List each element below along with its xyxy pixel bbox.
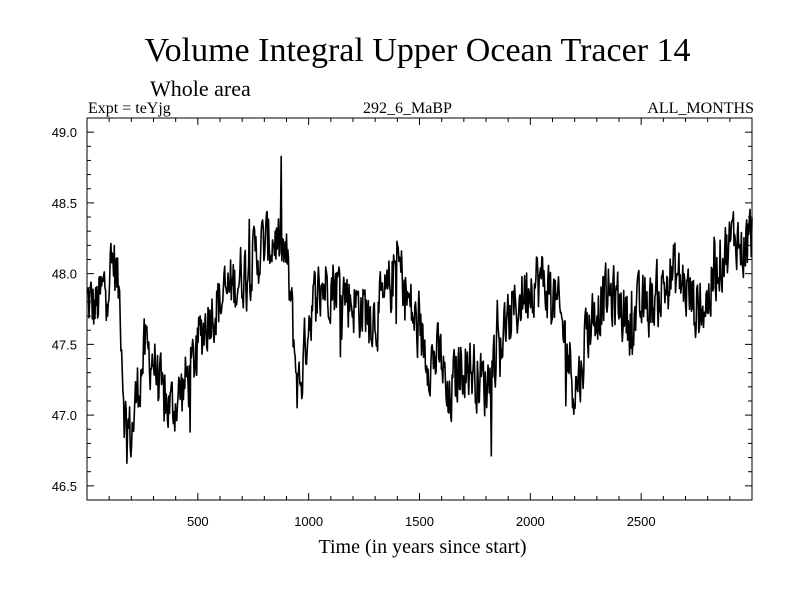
x-axis-label: Time (in years since start) <box>318 536 527 558</box>
chart-title: Volume Integral Upper Ocean Tracer 14 <box>144 32 691 69</box>
y-tick-label: 49.0 <box>52 125 77 140</box>
x-tick-label: 500 <box>187 514 209 529</box>
series-line <box>86 155 753 465</box>
x-tick-label: 1500 <box>405 514 434 529</box>
chart-subtitle: Whole area <box>150 76 251 101</box>
y-tick-label: 47.0 <box>52 408 77 423</box>
run-label: 292_6_MaBP <box>363 100 452 117</box>
x-tick-label: 1000 <box>294 514 323 529</box>
y-tick-label: 46.5 <box>52 479 77 494</box>
y-tick-label: 48.5 <box>52 196 77 211</box>
experiment-label: Expt = teYjg <box>88 100 171 117</box>
y-tick-label: 48.0 <box>52 267 77 282</box>
y-tick-label: 47.5 <box>52 337 77 352</box>
x-tick-label: 2500 <box>627 514 656 529</box>
period-label: ALL_MONTHS <box>647 100 754 117</box>
x-tick-label: 2000 <box>516 514 545 529</box>
